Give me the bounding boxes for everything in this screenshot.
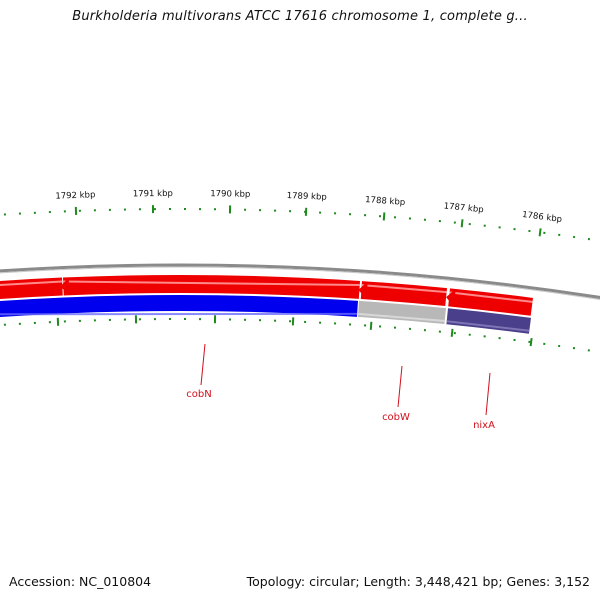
kbp-label-6: 1786 kbp [522,210,563,225]
forward-gene-2 [63,274,360,299]
gene-leader-line-0 [200,343,206,386]
nixA-gene-shine [446,320,530,332]
accession-text: Accession: NC_010804 [9,574,152,589]
genome-summary-text: Topology: circular; Length: 3,448,421 bp… [246,574,590,589]
outer-tick-major-4 [382,212,386,221]
cobW-gene [357,300,446,325]
forward-gene-arrowhead-3 [358,281,368,300]
forward-strand-track [0,274,533,316]
kbp-label-4: 1788 kbp [365,195,406,208]
reverse-strand-track [0,295,531,334]
forward-gene-arrowhead-2 [60,277,70,296]
gene-label-nixA: nixA [473,420,495,431]
inner-tick-major-6 [529,337,533,347]
gene-label-cobN: cobN [186,389,211,400]
chromosome-backbone [0,263,600,300]
kbp-label-0: 1792 kbp [55,190,95,201]
inner-scale-ticks [3,315,590,352]
inner-tick-major-5 [450,328,454,337]
kbp-label-2: 1790 kbp [210,189,250,200]
forward-gene-shine-2 [63,280,360,286]
backbone-arc [0,263,600,299]
forward-gene-shine-1 [0,280,63,287]
outer-tick-major-5 [460,219,464,228]
kbp-label-3: 1789 kbp [286,191,326,203]
outer-scale-ticks [3,205,591,241]
gene-leader-line-1 [397,365,403,408]
forward-gene-arrowhead-4 [446,288,456,307]
forward-gene-shine-4 [449,291,533,303]
outer-tick-major-6 [538,228,542,237]
nixA-gene [446,308,531,334]
forward-gene-shine-3 [361,284,447,294]
inner-tick-major-4 [369,321,373,330]
gene-label-cobW: cobW [382,412,410,423]
map-title: Burkholderia multivorans ATCC 17616 chro… [72,9,528,24]
gene-leader-line-2 [485,372,491,416]
backbone-highlight [0,266,600,300]
kbp-label-1: 1791 kbp [133,189,173,199]
forward-gene-1 [0,277,63,300]
cobW-gene-shine [358,312,445,323]
kbp-scale-labels: 1792 kbp 1791 kbp 1790 kbp 1789 kbp 1788 kbp… [55,189,562,225]
cobN-gene [0,295,358,318]
kbp-label-5: 1787 kbp [443,201,484,215]
gene-labels: cobN cobW nixA [186,343,495,431]
